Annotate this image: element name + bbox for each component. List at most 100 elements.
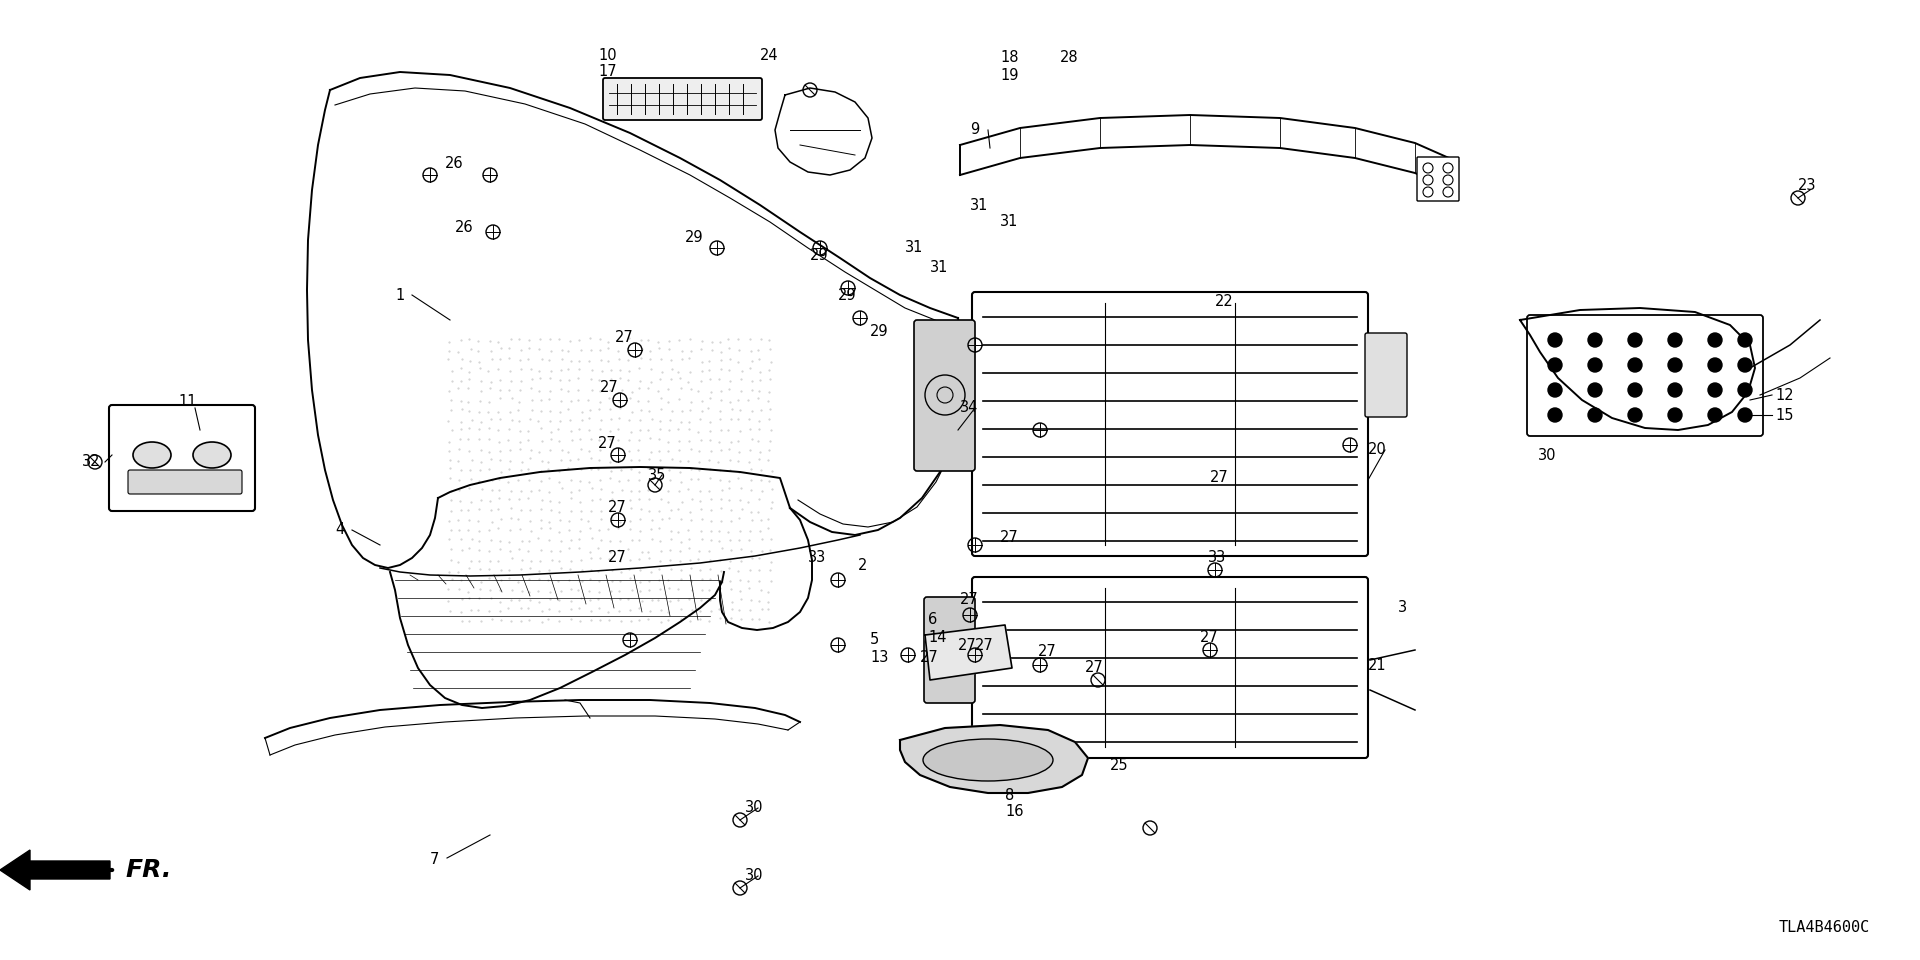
Text: 29: 29 [685, 230, 703, 246]
FancyBboxPatch shape [924, 597, 975, 703]
Text: 20: 20 [1367, 443, 1386, 458]
FancyBboxPatch shape [109, 405, 255, 511]
Circle shape [1668, 408, 1682, 422]
Text: 3: 3 [1398, 601, 1407, 615]
FancyBboxPatch shape [603, 78, 762, 120]
Text: 31: 31 [1000, 214, 1018, 229]
FancyBboxPatch shape [1526, 315, 1763, 436]
Text: 17: 17 [597, 64, 616, 80]
Text: 27: 27 [958, 637, 977, 653]
Text: 6: 6 [927, 612, 937, 628]
FancyArrow shape [0, 850, 109, 890]
FancyBboxPatch shape [1417, 157, 1459, 201]
Text: 4: 4 [334, 522, 344, 538]
Text: 27: 27 [609, 550, 626, 565]
Text: 10: 10 [597, 47, 616, 62]
Text: 2: 2 [858, 558, 868, 572]
Text: 31: 31 [904, 241, 924, 255]
Circle shape [1628, 358, 1642, 372]
Text: 27: 27 [609, 500, 626, 516]
Ellipse shape [132, 442, 171, 468]
Circle shape [1709, 333, 1722, 347]
Text: 34: 34 [960, 400, 979, 416]
Polygon shape [925, 625, 1012, 680]
Text: 16: 16 [1004, 804, 1023, 820]
Text: FR.: FR. [125, 858, 171, 882]
Text: 27: 27 [1210, 470, 1229, 486]
Text: 13: 13 [870, 651, 889, 665]
Text: 18: 18 [1000, 51, 1018, 65]
Circle shape [1709, 383, 1722, 397]
Circle shape [1548, 333, 1563, 347]
Text: 30: 30 [745, 801, 764, 815]
Circle shape [1738, 383, 1751, 397]
Text: 28: 28 [1060, 51, 1079, 65]
Circle shape [1738, 408, 1751, 422]
Text: 19: 19 [1000, 67, 1018, 83]
FancyBboxPatch shape [129, 470, 242, 494]
Text: 24: 24 [760, 47, 780, 62]
Text: 27: 27 [1200, 631, 1219, 645]
Text: 22: 22 [1215, 295, 1235, 309]
Text: 9: 9 [970, 123, 979, 137]
Circle shape [1588, 358, 1601, 372]
Circle shape [1588, 383, 1601, 397]
Text: 30: 30 [1538, 447, 1557, 463]
Text: 29: 29 [870, 324, 889, 340]
Circle shape [1709, 358, 1722, 372]
Text: 8: 8 [1004, 787, 1014, 803]
Text: 30: 30 [745, 869, 764, 883]
Text: 1: 1 [396, 287, 405, 302]
Text: 27: 27 [599, 380, 618, 396]
Text: 11: 11 [179, 395, 196, 410]
Text: 21: 21 [1367, 658, 1386, 673]
Circle shape [1588, 408, 1601, 422]
Text: 35: 35 [649, 468, 666, 483]
Text: 29: 29 [837, 287, 856, 302]
Text: 12: 12 [1774, 388, 1793, 402]
Text: 15: 15 [1774, 407, 1793, 422]
Text: 27: 27 [960, 592, 979, 608]
Text: 27: 27 [920, 651, 939, 665]
Text: 31: 31 [929, 260, 948, 276]
FancyBboxPatch shape [972, 577, 1367, 758]
Text: 27: 27 [614, 330, 634, 346]
Circle shape [1628, 408, 1642, 422]
Text: TLA4B4600C: TLA4B4600C [1778, 920, 1870, 935]
Circle shape [1668, 333, 1682, 347]
Text: 5: 5 [870, 633, 879, 647]
Text: 27: 27 [975, 637, 995, 653]
Text: 25: 25 [1110, 757, 1129, 773]
Text: 33: 33 [1208, 550, 1227, 565]
Text: 29: 29 [810, 248, 829, 262]
Text: 27: 27 [1085, 660, 1104, 676]
Circle shape [1738, 333, 1751, 347]
Circle shape [1628, 383, 1642, 397]
Circle shape [1738, 358, 1751, 372]
Text: 26: 26 [455, 221, 474, 235]
Circle shape [1588, 333, 1601, 347]
Text: 27: 27 [1039, 644, 1056, 660]
FancyBboxPatch shape [1365, 333, 1407, 417]
Ellipse shape [924, 739, 1052, 781]
Circle shape [1548, 383, 1563, 397]
Text: 7: 7 [430, 852, 440, 868]
Ellipse shape [194, 442, 230, 468]
Text: 27: 27 [597, 436, 616, 450]
Circle shape [1709, 408, 1722, 422]
Circle shape [1668, 358, 1682, 372]
Text: 26: 26 [445, 156, 463, 171]
Circle shape [1628, 333, 1642, 347]
Text: 31: 31 [970, 198, 989, 212]
Circle shape [1548, 408, 1563, 422]
FancyBboxPatch shape [972, 292, 1367, 556]
Text: 32: 32 [83, 454, 100, 469]
Text: 23: 23 [1797, 178, 1816, 193]
Circle shape [1668, 383, 1682, 397]
Polygon shape [900, 725, 1089, 793]
Circle shape [1548, 358, 1563, 372]
Text: 33: 33 [808, 550, 826, 565]
Text: 27: 27 [1000, 531, 1020, 545]
Text: 14: 14 [927, 631, 947, 645]
FancyBboxPatch shape [914, 320, 975, 471]
